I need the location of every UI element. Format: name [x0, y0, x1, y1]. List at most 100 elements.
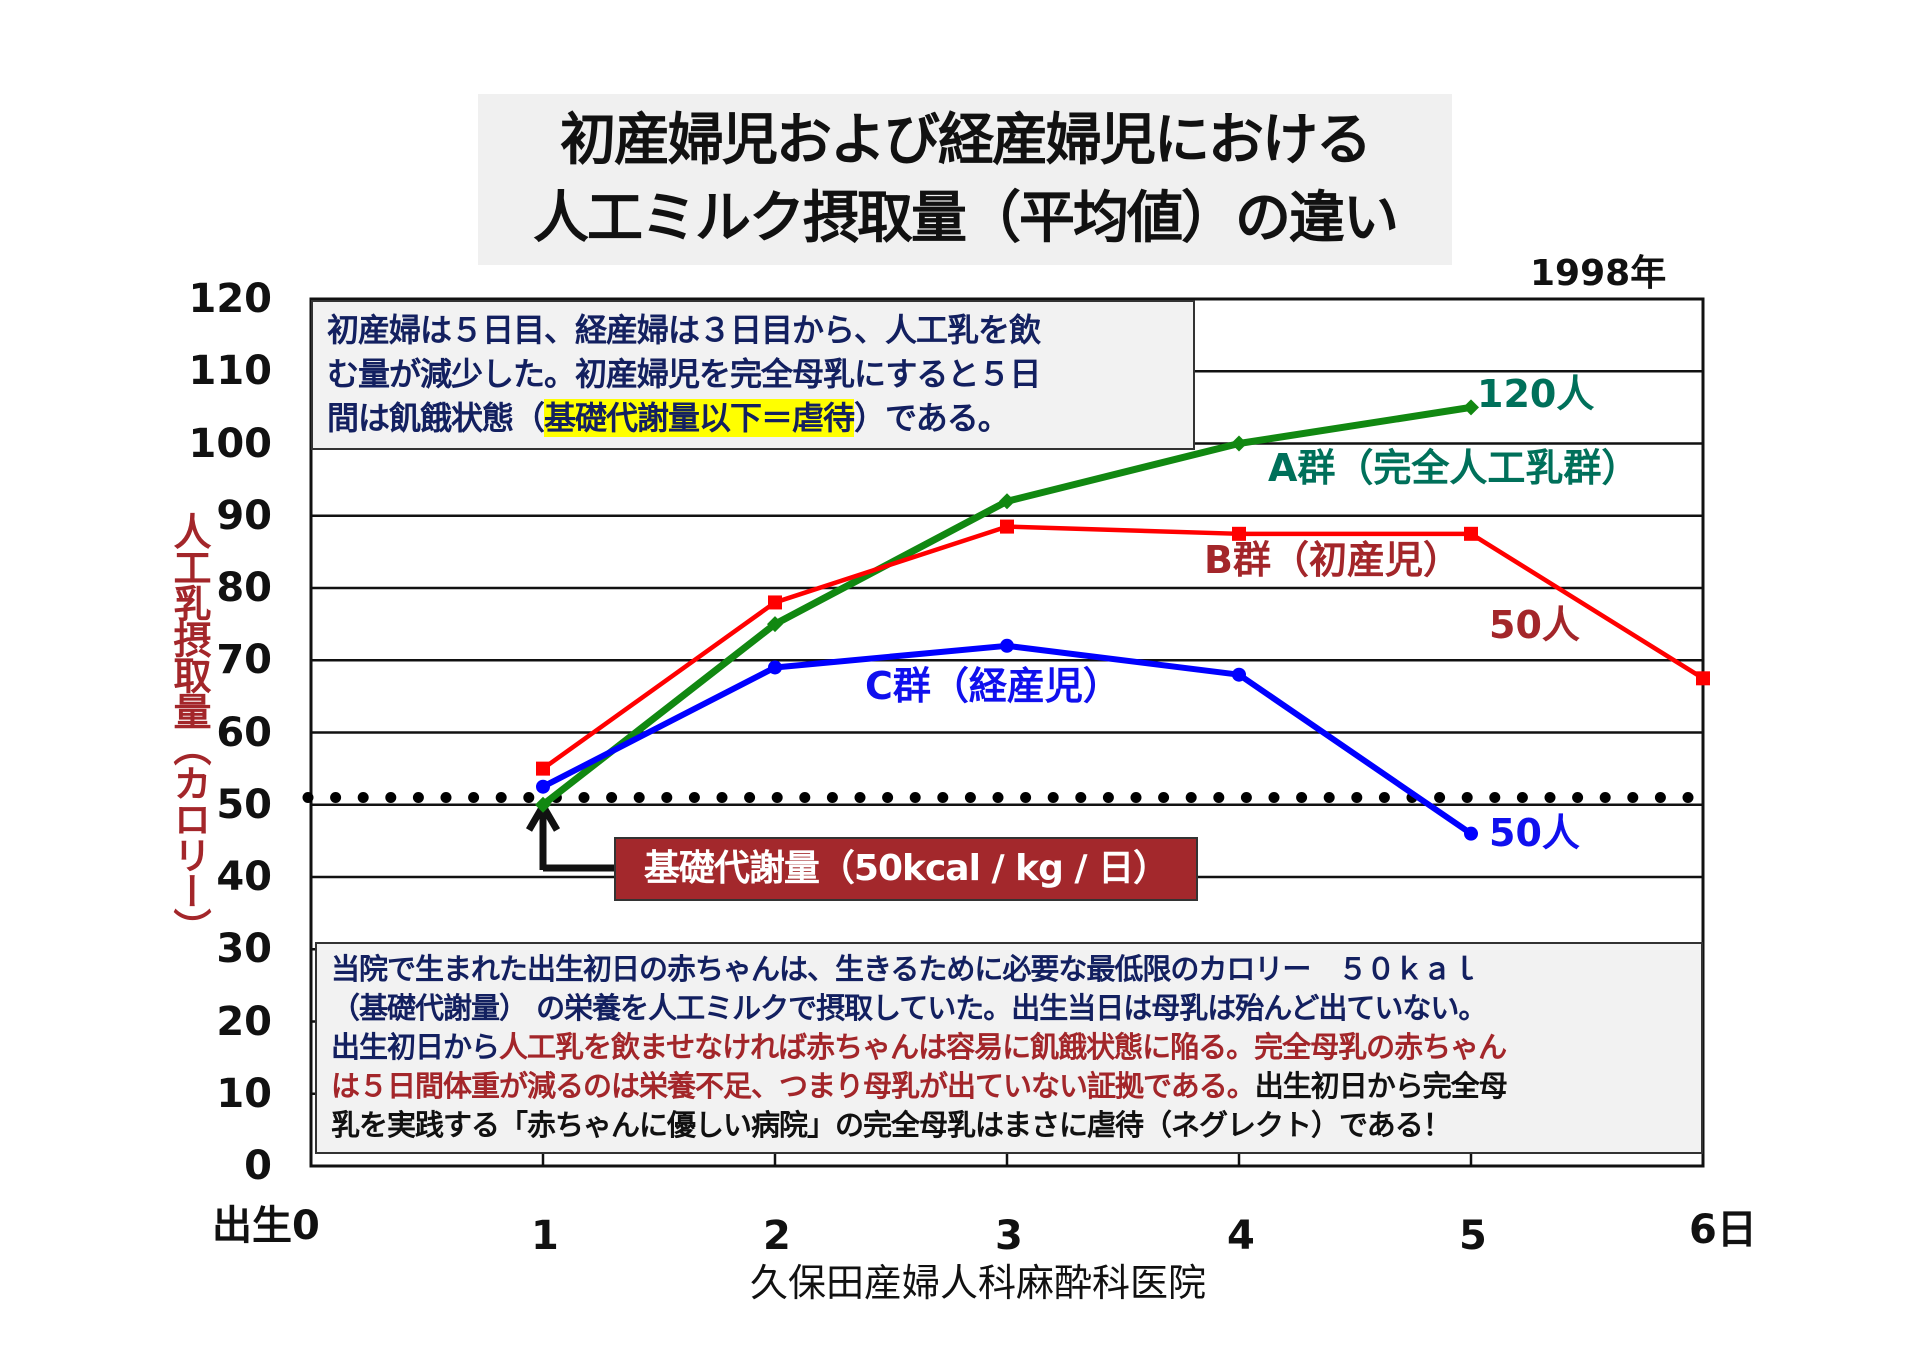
y-tick-label: 10 — [216, 1070, 272, 1117]
explanation-note: 当院で生まれた出生初日の赤ちゃんは、生きるために必要な最低限のカロリー ５０ｋａ… — [315, 942, 1703, 1154]
reference-dot — [412, 792, 424, 804]
data-point — [536, 761, 550, 776]
reference-dot — [909, 792, 921, 804]
reference-dot — [1323, 792, 1335, 804]
reference-dot — [1240, 792, 1252, 804]
reference-dot — [964, 792, 976, 804]
reference-dot — [1434, 792, 1446, 804]
data-point — [1232, 667, 1246, 682]
year-label: 1998年 — [1530, 253, 1667, 294]
reference-dot — [1351, 792, 1363, 804]
title-box: 初産婦児および経産婦児における 人工ミルク摂取量（平均値）の違い — [478, 94, 1452, 265]
reference-dot — [357, 792, 369, 804]
explanation-line-4: は５日間体重が減るのは栄養不足、つまり母乳が出ていない証拠である。出生初日から完… — [331, 1067, 1687, 1106]
reference-dot — [606, 792, 618, 804]
data-point — [767, 616, 783, 633]
series-a-label: A群（完全人工乳群） — [1268, 446, 1640, 490]
summary-text: ）である。 — [854, 399, 1010, 437]
title-line-1: 初産婦児および経産婦児における — [560, 107, 1372, 173]
y-tick-label: 70 — [216, 637, 272, 684]
data-point — [535, 796, 551, 813]
y-tick-label: 100 — [188, 420, 273, 467]
reference-dot — [716, 792, 728, 804]
reference-dot — [744, 792, 756, 804]
reference-dot — [468, 792, 480, 804]
x-tick-label: 3 — [995, 1213, 1023, 1259]
y-tick-label: 60 — [216, 709, 272, 756]
reference-dot — [1599, 792, 1611, 804]
explanation-text: 出生初日から — [331, 1030, 500, 1064]
reference-dot — [1047, 792, 1059, 804]
y-tick-label: 80 — [216, 565, 272, 611]
x-tick-label: 2 — [763, 1213, 791, 1259]
explanation-text-emphasis: 人工乳を飲ませなければ赤ちゃんは容易に飢餓状態に陥る。完全母乳の赤ちゃん — [499, 1030, 1507, 1064]
summary-line-1: 初産婦は５日目、経産婦は３日目から、人工乳を飲 — [327, 311, 1041, 349]
explanation-line-3: 出生初日から人工乳を飲ませなければ赤ちゃんは容易に飢餓状態に陥る。完全母乳の赤ち… — [331, 1028, 1687, 1067]
reference-dot — [992, 792, 1004, 804]
series-b-label: B群（初産児） — [1204, 538, 1461, 582]
reference-dot — [882, 792, 894, 804]
y-tick-label: 90 — [216, 492, 272, 539]
reference-dot — [1130, 792, 1142, 804]
reference-dot — [1213, 792, 1225, 804]
series-c-label: C群（経産児） — [865, 664, 1121, 708]
reference-dot — [1516, 792, 1528, 804]
title-line-2: 人工ミルク摂取量（平均値）の違い — [533, 185, 1399, 251]
explanation-text-emphasis: は５日間体重が減るのは栄養不足、つまり母乳が出ていない証拠である。 — [331, 1069, 1256, 1103]
x-tick-label: 1 — [531, 1213, 559, 1259]
y-tick-label: 120 — [188, 276, 273, 322]
reference-dot — [1185, 792, 1197, 804]
summary-text: 間は飢餓状態（ — [327, 399, 545, 437]
reference-dot — [1682, 792, 1694, 804]
reference-dot — [799, 792, 811, 804]
data-point — [768, 660, 782, 675]
summary-line-2: む量が減少した。初産婦児を完全母乳にすると５日 — [327, 355, 1041, 393]
reference-dot — [385, 792, 397, 804]
reference-dot — [826, 792, 838, 804]
reference-dot — [854, 792, 866, 804]
series-a-count: 120人 — [1477, 372, 1595, 416]
reference-dot — [1627, 792, 1639, 804]
reference-dot — [523, 792, 535, 804]
series-c-count: 50人 — [1489, 811, 1580, 855]
y-tick-label: 30 — [216, 926, 272, 973]
reference-dot — [1020, 792, 1032, 804]
footer-hospital-name: 久保田産婦人科麻酔科医院 — [750, 1261, 1207, 1305]
data-point — [1463, 399, 1479, 416]
y-axis-title: 人工乳摂取量（カロリー） — [167, 512, 211, 944]
reference-dot — [1654, 792, 1666, 804]
reference-dot — [633, 792, 645, 804]
y-tick-label: 50 — [216, 781, 272, 828]
reference-dot — [771, 792, 783, 804]
data-point — [1464, 826, 1478, 841]
series-line — [541, 524, 1705, 771]
explanation-line-5: 乳を実践する「赤ちゃんに優しい病院」の完全母乳はまさに虐待（ネグレクト）である！ — [331, 1108, 1452, 1142]
x-tick-label: 5 — [1459, 1213, 1487, 1259]
reference-dot — [1075, 792, 1087, 804]
y-tick-label: 0 — [244, 1143, 272, 1189]
reference-dot — [1544, 792, 1556, 804]
highlighted-text: 基礎代謝量以下＝虐待 — [544, 399, 855, 437]
summary-note: 初産婦は５日目、経産婦は３日目から、人工乳を飲 む量が減少した。初産婦児を完全母… — [311, 300, 1195, 450]
reference-dot — [1378, 792, 1390, 804]
reference-dot — [1489, 792, 1501, 804]
reference-dot — [1461, 792, 1473, 804]
data-point — [999, 493, 1015, 510]
reference-dot — [330, 792, 342, 804]
data-point — [1000, 519, 1014, 534]
explanation-line-2: （基礎代謝量） の栄養を人工ミルクで摂取していた。出生当日は母乳は殆んど出ていな… — [331, 991, 1487, 1025]
reference-dot — [495, 792, 507, 804]
x-tick-label: 4 — [1227, 1213, 1255, 1259]
data-point — [1000, 638, 1014, 653]
reference-dot — [1572, 792, 1584, 804]
reference-dot — [1296, 792, 1308, 804]
explanation-line-1: 当院で生まれた出生初日の赤ちゃんは、生きるために必要な最低限のカロリー ５０ｋａ… — [331, 952, 1479, 986]
series-b-count: 50人 — [1489, 603, 1580, 647]
data-point — [768, 595, 782, 610]
arrow-icon — [525, 799, 614, 872]
y-tick-label: 20 — [216, 998, 272, 1045]
reference-dot — [1102, 792, 1114, 804]
summary-line-3: 間は飢餓状態（基礎代謝量以下＝虐待）である。 — [327, 396, 1179, 440]
reference-dot — [688, 792, 700, 804]
reference-dot — [578, 792, 590, 804]
